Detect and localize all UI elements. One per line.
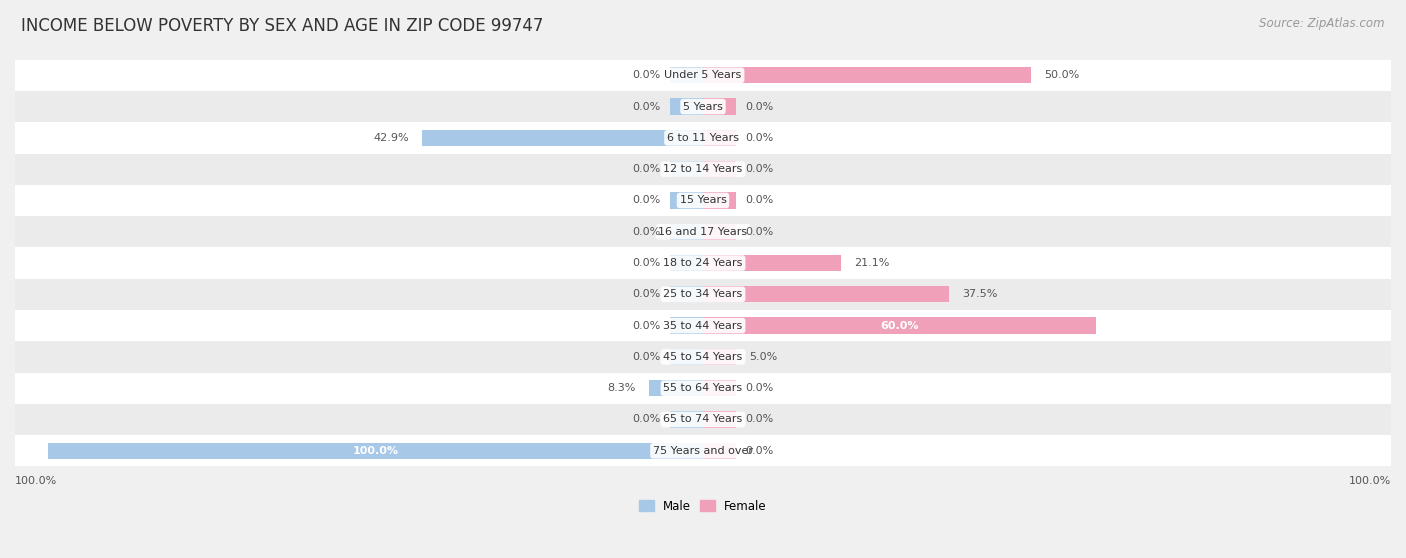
Text: Source: ZipAtlas.com: Source: ZipAtlas.com xyxy=(1260,17,1385,30)
Text: 0.0%: 0.0% xyxy=(745,415,773,425)
Text: 75 Years and over: 75 Years and over xyxy=(652,446,754,456)
Text: 15 Years: 15 Years xyxy=(679,195,727,205)
Bar xyxy=(703,318,1097,334)
Legend: Male, Female: Male, Female xyxy=(634,495,772,517)
Text: 5.0%: 5.0% xyxy=(749,352,778,362)
Bar xyxy=(671,286,703,302)
Bar xyxy=(671,349,703,365)
Bar xyxy=(648,380,703,396)
Text: 42.9%: 42.9% xyxy=(373,133,409,143)
Text: 60.0%: 60.0% xyxy=(880,321,920,331)
Bar xyxy=(671,193,703,209)
Bar xyxy=(0,60,1406,91)
Text: 0.0%: 0.0% xyxy=(745,133,773,143)
Text: 35 to 44 Years: 35 to 44 Years xyxy=(664,321,742,331)
Bar xyxy=(422,129,703,146)
Text: 0.0%: 0.0% xyxy=(745,195,773,205)
Text: 5 Years: 5 Years xyxy=(683,102,723,112)
Bar xyxy=(671,255,703,271)
Bar xyxy=(0,216,1406,247)
Text: 0.0%: 0.0% xyxy=(633,352,661,362)
Text: 16 and 17 Years: 16 and 17 Years xyxy=(658,227,748,237)
Bar xyxy=(0,247,1406,278)
Bar xyxy=(703,193,735,209)
Bar xyxy=(703,98,735,115)
Text: 0.0%: 0.0% xyxy=(633,290,661,299)
Text: 100.0%: 100.0% xyxy=(353,446,398,456)
Text: 0.0%: 0.0% xyxy=(633,164,661,174)
Text: 12 to 14 Years: 12 to 14 Years xyxy=(664,164,742,174)
Text: 0.0%: 0.0% xyxy=(745,164,773,174)
Bar xyxy=(703,129,735,146)
Text: 0.0%: 0.0% xyxy=(633,195,661,205)
Bar xyxy=(703,349,735,365)
Text: 0.0%: 0.0% xyxy=(745,446,773,456)
Bar xyxy=(703,224,735,240)
Text: 100.0%: 100.0% xyxy=(1348,476,1391,486)
Text: 50.0%: 50.0% xyxy=(1043,70,1078,80)
Text: Under 5 Years: Under 5 Years xyxy=(665,70,741,80)
Text: 0.0%: 0.0% xyxy=(745,102,773,112)
Text: 0.0%: 0.0% xyxy=(633,102,661,112)
Bar xyxy=(0,404,1406,435)
Text: 6 to 11 Years: 6 to 11 Years xyxy=(666,133,740,143)
Text: 100.0%: 100.0% xyxy=(15,476,58,486)
Bar xyxy=(0,373,1406,404)
Bar xyxy=(703,286,949,302)
Text: 25 to 34 Years: 25 to 34 Years xyxy=(664,290,742,299)
Bar xyxy=(671,411,703,427)
Bar xyxy=(671,224,703,240)
Bar xyxy=(703,380,735,396)
Bar xyxy=(703,255,841,271)
Text: 37.5%: 37.5% xyxy=(962,290,997,299)
Bar xyxy=(703,67,1031,84)
Text: 21.1%: 21.1% xyxy=(855,258,890,268)
Text: 65 to 74 Years: 65 to 74 Years xyxy=(664,415,742,425)
Text: 0.0%: 0.0% xyxy=(633,321,661,331)
Bar xyxy=(48,442,703,459)
Bar xyxy=(0,435,1406,466)
Bar xyxy=(0,341,1406,373)
Text: INCOME BELOW POVERTY BY SEX AND AGE IN ZIP CODE 99747: INCOME BELOW POVERTY BY SEX AND AGE IN Z… xyxy=(21,17,544,35)
Text: 55 to 64 Years: 55 to 64 Years xyxy=(664,383,742,393)
Text: 0.0%: 0.0% xyxy=(633,70,661,80)
Text: 45 to 54 Years: 45 to 54 Years xyxy=(664,352,742,362)
Text: 18 to 24 Years: 18 to 24 Years xyxy=(664,258,742,268)
Text: 0.0%: 0.0% xyxy=(633,227,661,237)
Bar xyxy=(703,161,735,177)
Bar xyxy=(0,310,1406,341)
Bar xyxy=(0,153,1406,185)
Text: 0.0%: 0.0% xyxy=(633,415,661,425)
Bar xyxy=(671,318,703,334)
Text: 0.0%: 0.0% xyxy=(745,383,773,393)
Bar xyxy=(671,67,703,84)
Text: 0.0%: 0.0% xyxy=(745,227,773,237)
Text: 8.3%: 8.3% xyxy=(607,383,636,393)
Bar xyxy=(703,442,735,459)
Bar xyxy=(703,411,735,427)
Bar xyxy=(0,185,1406,216)
Bar xyxy=(671,161,703,177)
Bar xyxy=(671,98,703,115)
Text: 0.0%: 0.0% xyxy=(633,258,661,268)
Bar xyxy=(0,122,1406,153)
Bar xyxy=(0,278,1406,310)
Bar xyxy=(0,91,1406,122)
